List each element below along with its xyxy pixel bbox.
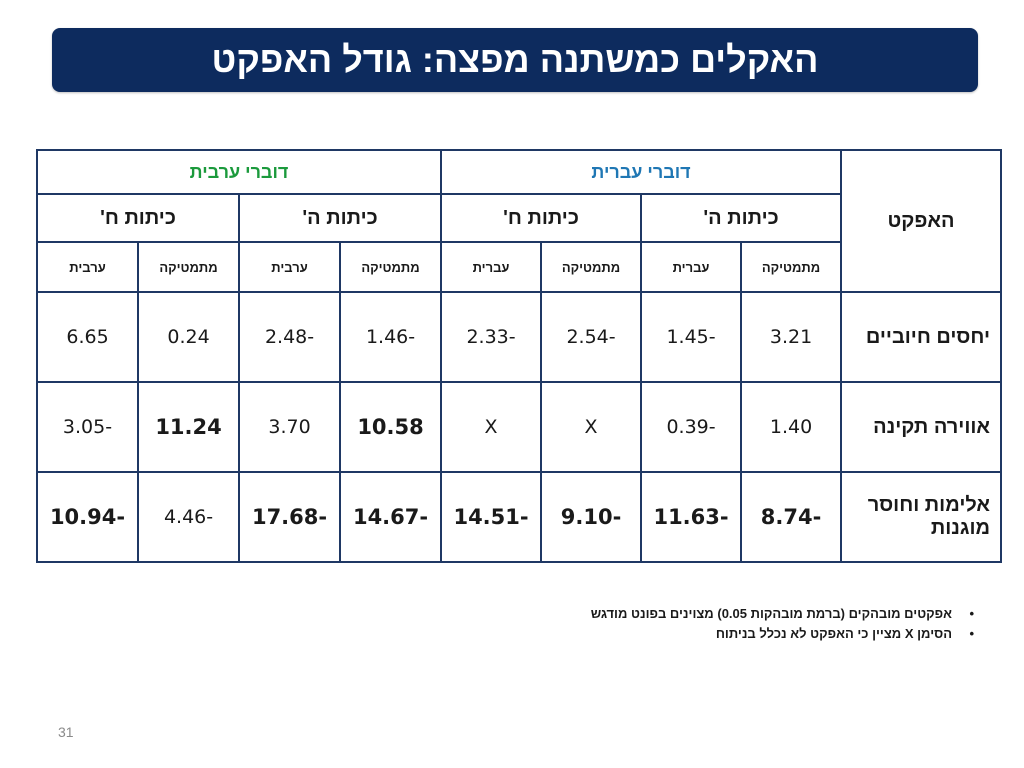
value-cell: -17.68 bbox=[238, 471, 342, 563]
table-row: אווירה תקינה 1.40 -0.39 X X 10.58 3.70 1… bbox=[35, 381, 1003, 473]
effect-size-table: האפקט דוברי עברית דוברי ערבית כיתות ה' כ… bbox=[35, 149, 1003, 563]
title-bar: האקלים כמשתנה מפצה: גודל האפקט bbox=[52, 28, 978, 92]
footnotes: • אפקטים מובהקים (ברמת מובהקות 0.05) מצו… bbox=[460, 604, 980, 644]
footnote-item: • אפקטים מובהקים (ברמת מובהקות 0.05) מצו… bbox=[460, 604, 980, 624]
subject-header: ערבית bbox=[238, 241, 342, 293]
hebrew-grade8-header: כיתות ח' bbox=[440, 193, 643, 243]
value-cell: 11.24 bbox=[137, 381, 241, 473]
row-label: אלימות וחוסר מוגנות bbox=[841, 471, 1003, 563]
value-cell: -2.33 bbox=[440, 291, 543, 383]
value-cell: -3.05 bbox=[35, 381, 139, 473]
subject-header: עברית bbox=[640, 241, 743, 293]
value-cell: -1.45 bbox=[640, 291, 743, 383]
value-cell: 1.40 bbox=[740, 381, 843, 473]
value-cell: -10.94 bbox=[35, 471, 139, 563]
arabic-speakers-header: דוברי ערבית bbox=[35, 149, 442, 195]
value-cell: 3.21 bbox=[740, 291, 843, 383]
subject-header: ערבית bbox=[35, 241, 139, 293]
table-row: אלימות וחוסר מוגנות -8.74 -11.63 -9.10 -… bbox=[35, 471, 1003, 563]
effect-header: האפקט bbox=[841, 149, 1003, 293]
hebrew-speakers-header: דוברי עברית bbox=[440, 149, 843, 195]
footnote-text: הסימן X מציין כי האפקט לא נכלל בניתוח bbox=[715, 626, 952, 641]
language-header-row: האפקט דוברי עברית דוברי ערבית bbox=[35, 149, 1003, 293]
value-cell: -8.74 bbox=[740, 471, 843, 563]
value-cell: 10.58 bbox=[339, 381, 443, 473]
row-label: יחסים חיוביים bbox=[841, 291, 1003, 383]
value-cell: -11.63 bbox=[640, 471, 743, 563]
value-cell: -1.46 bbox=[339, 291, 443, 383]
subject-header: מתמטיקה bbox=[339, 241, 443, 293]
value-cell: -0.39 bbox=[640, 381, 743, 473]
arabic-grade8-header: כיתות ח' bbox=[35, 193, 240, 243]
grade-header-row: כיתות ה' כיתות ח' כיתות ה' כיתות ח' bbox=[35, 193, 1001, 243]
hebrew-grade5-header: כיתות ה' bbox=[641, 193, 843, 243]
slide-title: האקלים כמשתנה מפצה: גודל האפקט bbox=[211, 39, 819, 80]
value-cell: 0.24 bbox=[137, 291, 241, 383]
footnote-item: • הסימן X מציין כי האפקט לא נכלל בניתוח bbox=[460, 624, 980, 644]
footnote-text: אפקטים מובהקים (ברמת מובהקות 0.05) מצוינ… bbox=[590, 606, 952, 621]
value-cell: -14.67 bbox=[339, 471, 443, 563]
bullet-icon: • bbox=[969, 626, 974, 641]
row-label: אווירה תקינה bbox=[841, 381, 1003, 473]
subject-header: מתמטיקה bbox=[540, 241, 643, 293]
subject-header: מתמטיקה bbox=[741, 241, 843, 293]
value-cell: 3.70 bbox=[238, 381, 342, 473]
value-cell: X bbox=[540, 381, 643, 473]
value-cell: -9.10 bbox=[540, 471, 643, 563]
value-cell: -4.46 bbox=[137, 471, 241, 563]
page-number: 31 bbox=[58, 724, 74, 740]
arabic-grade5-header: כיתות ה' bbox=[238, 193, 443, 243]
value-cell: X bbox=[440, 381, 543, 473]
value-cell: -2.54 bbox=[540, 291, 643, 383]
value-cell: -2.48 bbox=[238, 291, 342, 383]
subject-header: עברית bbox=[440, 241, 543, 293]
value-cell: 6.65 bbox=[35, 291, 139, 383]
subject-header: מתמטיקה bbox=[137, 241, 241, 293]
subject-header-row: מתמטיקה עברית מתמטיקה עברית מתמטיקה ערבי… bbox=[35, 241, 1001, 293]
value-cell: -14.51 bbox=[440, 471, 543, 563]
table-row: יחסים חיוביים 3.21 -1.45 -2.54 -2.33 -1.… bbox=[35, 291, 1003, 383]
bullet-icon: • bbox=[969, 606, 974, 621]
